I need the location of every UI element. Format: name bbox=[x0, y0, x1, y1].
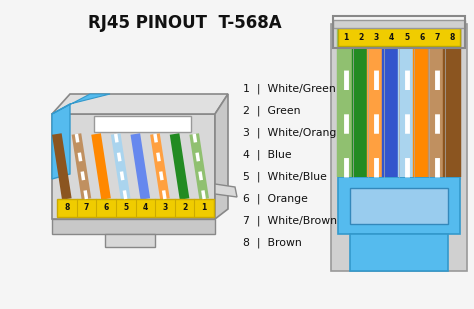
FancyBboxPatch shape bbox=[350, 234, 448, 271]
Text: 4  |  Blue: 4 | Blue bbox=[243, 150, 292, 160]
Text: 2: 2 bbox=[182, 204, 187, 213]
Text: 3: 3 bbox=[162, 204, 168, 213]
Text: 4: 4 bbox=[143, 204, 148, 213]
Polygon shape bbox=[215, 184, 237, 197]
Text: 7: 7 bbox=[84, 204, 89, 213]
Text: 2  |  Green: 2 | Green bbox=[243, 106, 301, 116]
Text: 5: 5 bbox=[404, 32, 409, 41]
Text: 7: 7 bbox=[435, 32, 440, 41]
Text: 8  |  Brown: 8 | Brown bbox=[243, 238, 302, 248]
FancyBboxPatch shape bbox=[331, 24, 467, 271]
Text: 8: 8 bbox=[450, 32, 455, 41]
Polygon shape bbox=[52, 114, 215, 219]
FancyBboxPatch shape bbox=[338, 177, 460, 234]
Text: 3: 3 bbox=[374, 32, 379, 41]
Polygon shape bbox=[52, 94, 110, 114]
Polygon shape bbox=[105, 234, 155, 247]
Text: 2: 2 bbox=[358, 32, 364, 41]
Polygon shape bbox=[52, 94, 228, 114]
Text: RJ45 PINOUT  T-568A: RJ45 PINOUT T-568A bbox=[88, 14, 282, 32]
Text: 5: 5 bbox=[123, 204, 128, 213]
FancyBboxPatch shape bbox=[338, 28, 460, 46]
Text: 3  |  White/Orange: 3 | White/Orange bbox=[243, 128, 343, 138]
FancyBboxPatch shape bbox=[333, 20, 465, 28]
Text: 7  |  White/Brown: 7 | White/Brown bbox=[243, 216, 337, 226]
Polygon shape bbox=[52, 104, 70, 179]
Text: 4: 4 bbox=[389, 32, 394, 41]
FancyBboxPatch shape bbox=[338, 26, 460, 179]
Text: 1: 1 bbox=[343, 32, 348, 41]
Polygon shape bbox=[57, 199, 214, 217]
Text: 1  |  White/Green: 1 | White/Green bbox=[243, 84, 336, 94]
Text: 1: 1 bbox=[201, 204, 207, 213]
FancyBboxPatch shape bbox=[350, 188, 448, 224]
Text: 6  |  Orange: 6 | Orange bbox=[243, 194, 308, 204]
Text: 6: 6 bbox=[103, 204, 109, 213]
Text: 6: 6 bbox=[419, 32, 425, 41]
Text: 5  |  White/Blue: 5 | White/Blue bbox=[243, 172, 327, 182]
Polygon shape bbox=[52, 219, 215, 234]
FancyBboxPatch shape bbox=[94, 116, 191, 132]
Polygon shape bbox=[215, 94, 228, 219]
Text: 8: 8 bbox=[64, 204, 70, 213]
